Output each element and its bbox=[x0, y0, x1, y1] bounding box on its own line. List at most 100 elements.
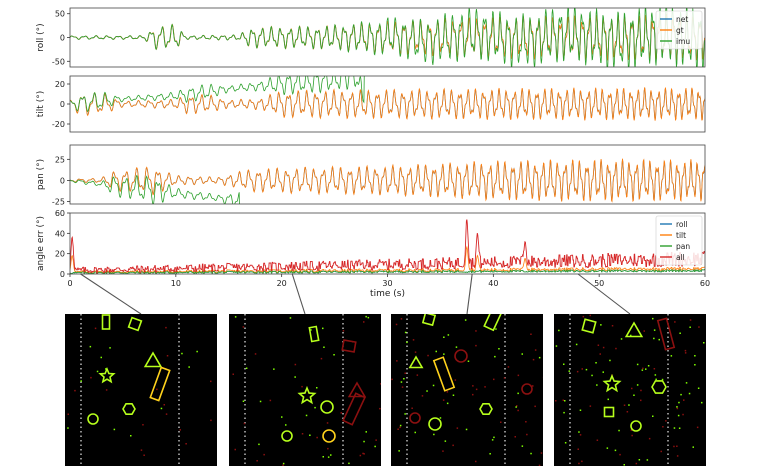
axes-frame bbox=[69, 144, 706, 205]
event-noise-dot bbox=[379, 407, 381, 410]
event-noise-dot bbox=[701, 401, 703, 404]
event-noise-dot bbox=[80, 380, 82, 382]
event-noise-dot bbox=[517, 374, 520, 377]
event-noise-dot bbox=[342, 330, 345, 332]
event-noise-dot bbox=[532, 385, 534, 387]
event-noise-dot bbox=[577, 448, 579, 450]
event-noise-dot bbox=[234, 316, 237, 318]
event-noise-dot bbox=[326, 422, 329, 424]
event-noise-dot bbox=[258, 443, 260, 446]
event-noise-dot bbox=[362, 452, 364, 455]
event-noise-dot bbox=[399, 426, 401, 429]
event-noise-dot bbox=[689, 326, 691, 328]
event-noise-dot bbox=[595, 362, 597, 364]
event-noise-dot bbox=[516, 405, 518, 407]
event-noise-dot bbox=[694, 364, 696, 366]
event-noise-dot bbox=[67, 413, 69, 415]
event-noise-dot bbox=[653, 329, 656, 331]
event-noise-dot bbox=[653, 337, 655, 340]
event-noise-dot bbox=[263, 453, 265, 456]
event-noise-dot bbox=[404, 413, 406, 415]
event-noise-dot bbox=[579, 434, 582, 436]
event-noise-dot bbox=[475, 330, 477, 332]
event-noise-dot bbox=[661, 378, 664, 381]
event-noise-dot bbox=[684, 349, 687, 352]
y-axis-label: pan (°) bbox=[36, 159, 46, 190]
event-noise-dot bbox=[517, 392, 519, 395]
event-noise-dot bbox=[391, 378, 393, 381]
event-noise-dot bbox=[677, 414, 680, 417]
event-noise-dot bbox=[507, 366, 510, 368]
event-shape-circle bbox=[281, 430, 293, 442]
event-noise-dot bbox=[340, 412, 342, 414]
event-shape-hexagon bbox=[479, 403, 493, 415]
event-noise-dot bbox=[454, 379, 457, 381]
xtick-label: 10 bbox=[171, 279, 181, 288]
ytick-label: -25 bbox=[52, 197, 65, 206]
event-noise-dot bbox=[414, 431, 416, 434]
event-frame-3 bbox=[391, 314, 543, 466]
event-noise-dot bbox=[643, 330, 645, 332]
event-noise-dot bbox=[494, 355, 496, 358]
event-noise-dot bbox=[447, 334, 450, 336]
event-noise-dot bbox=[564, 400, 566, 402]
event-noise-dot bbox=[185, 443, 187, 445]
ytick-label: 40 bbox=[55, 229, 65, 238]
event-shape-circle bbox=[409, 412, 421, 424]
event-noise-dot bbox=[618, 429, 620, 432]
xtick-label: 30 bbox=[382, 279, 392, 288]
xtick-label: 50 bbox=[594, 279, 604, 288]
event-noise-dot bbox=[633, 394, 635, 396]
event-noise-dot bbox=[692, 446, 694, 448]
event-noise-dot bbox=[493, 378, 495, 381]
panel-3: -25 0 25 pan (°) bbox=[36, 144, 706, 206]
event-noise-dot bbox=[160, 407, 163, 410]
event-noise-dot bbox=[301, 385, 303, 388]
event-noise-dot bbox=[256, 460, 258, 462]
event-noise-dot bbox=[521, 445, 524, 447]
ytick-label: 20 bbox=[55, 80, 65, 89]
event-noise-dot bbox=[94, 327, 97, 330]
ytick-label: 25 bbox=[55, 155, 65, 164]
event-noise-dot bbox=[696, 426, 699, 429]
event-noise-dot bbox=[636, 363, 639, 366]
event-noise-dot bbox=[179, 429, 181, 431]
ytick-label: 0 bbox=[60, 34, 65, 43]
event-noise-dot bbox=[495, 328, 497, 330]
event-shape-circle bbox=[521, 383, 533, 395]
event-noise-dot bbox=[674, 321, 676, 323]
y-axis-label: angle err (°) bbox=[36, 216, 46, 271]
event-noise-dot bbox=[113, 428, 116, 431]
event-noise-dot bbox=[273, 368, 275, 370]
event-noise-dot bbox=[538, 356, 541, 359]
event-shape-circle bbox=[630, 420, 642, 432]
event-frame-4 bbox=[554, 314, 706, 466]
frame-connector bbox=[80, 273, 142, 315]
event-noise-dot bbox=[615, 347, 617, 350]
event-noise-dot bbox=[314, 406, 316, 409]
event-noise-dot bbox=[464, 319, 467, 321]
event-noise-dot bbox=[210, 380, 212, 383]
event-noise-dot bbox=[330, 454, 332, 456]
series-gt bbox=[70, 14, 705, 61]
event-noise-dot bbox=[653, 368, 656, 370]
event-noise-dot bbox=[142, 424, 144, 426]
xtick-label: 20 bbox=[277, 279, 287, 288]
event-noise-dot bbox=[305, 414, 308, 417]
event-noise-dot bbox=[534, 405, 536, 408]
event-noise-dot bbox=[623, 404, 626, 406]
event-shape-star bbox=[297, 385, 317, 405]
event-noise-dot bbox=[646, 459, 649, 461]
event-noise-dot bbox=[555, 400, 557, 402]
event-noise-dot bbox=[581, 460, 583, 463]
event-noise-dot bbox=[109, 347, 111, 349]
event-noise-dot bbox=[515, 406, 517, 408]
event-noise-dot bbox=[359, 454, 362, 457]
event-noise-dot bbox=[678, 427, 681, 429]
series-gt bbox=[70, 87, 705, 122]
event-noise-dot bbox=[210, 419, 212, 422]
event-noise-dot bbox=[630, 429, 633, 431]
event-noise-dot bbox=[655, 378, 657, 381]
event-noise-dot bbox=[294, 363, 297, 366]
event-noise-dot bbox=[631, 434, 633, 437]
